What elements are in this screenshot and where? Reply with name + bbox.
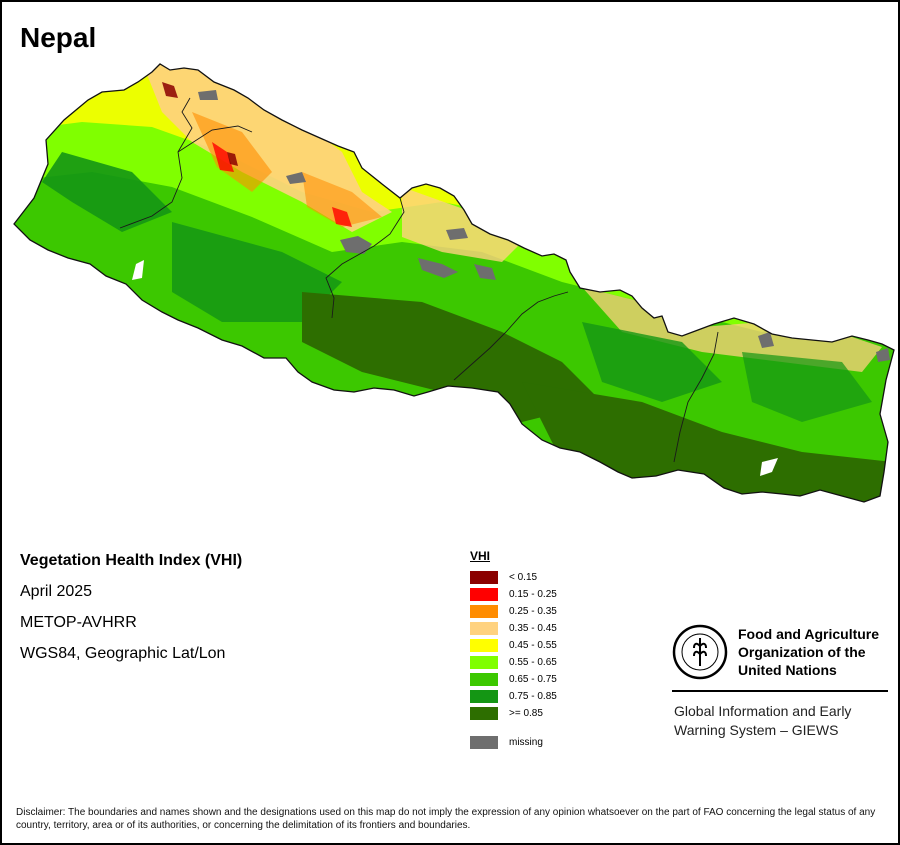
province-boundary-3 xyxy=(325,197,405,319)
water-patch-east xyxy=(760,458,778,476)
fao-branding: Food and Agriculture Organization of the… xyxy=(672,624,888,740)
missing-patch-5 xyxy=(198,90,218,100)
legend-label: 0.65 - 0.75 xyxy=(509,674,557,685)
vhi-severe-b xyxy=(332,207,352,227)
legend-label: 0.45 - 0.55 xyxy=(509,640,557,651)
vhi-stress-west-a xyxy=(192,112,272,192)
legend-item: < 0.15 xyxy=(470,569,557,586)
giews-line-1: Global Information and Early xyxy=(674,703,852,719)
vhi-extreme-b xyxy=(227,152,238,166)
fao-organization-name: Food and Agriculture Organization of the… xyxy=(738,625,879,679)
legend-label: < 0.15 xyxy=(509,572,538,583)
province-boundary-1 xyxy=(119,97,193,229)
fao-name-line-1: Food and Agriculture xyxy=(738,626,880,642)
missing-patch-1 xyxy=(340,236,372,254)
province-boundary-2 xyxy=(177,125,253,153)
map-info-block: Vegetation Health Index (VHI) April 2025… xyxy=(20,552,242,676)
vhi-legend: VHI < 0.15 0.15 - 0.25 0.25 - 0.35 0.35 … xyxy=(470,549,557,751)
sensor-label: METOP-AVHRR xyxy=(20,614,137,631)
legend-label: 0.75 - 0.85 xyxy=(509,691,557,702)
vhi-moist-east-b xyxy=(742,352,872,422)
vhi-stress-west-b xyxy=(302,172,382,227)
legend-item: 0.55 - 0.65 xyxy=(470,654,557,671)
missing-patch-4 xyxy=(446,228,468,240)
legend-swatch xyxy=(470,588,498,601)
missing-patch-7 xyxy=(876,348,890,362)
legend-label-missing: missing xyxy=(509,737,543,748)
fao-divider xyxy=(672,690,888,692)
legend-swatch xyxy=(470,707,498,720)
legend-swatch xyxy=(470,605,498,618)
nepal-vhi-map xyxy=(13,63,895,503)
legend-swatch-missing xyxy=(470,736,498,749)
water-patch-west xyxy=(132,260,144,280)
legend-label: 0.25 - 0.35 xyxy=(509,606,557,617)
legend-swatch xyxy=(470,656,498,669)
vhi-moist-east-a xyxy=(582,322,722,402)
legend-item: 0.75 - 0.85 xyxy=(470,688,557,705)
legend-swatch xyxy=(470,622,498,635)
legend-item: 0.45 - 0.55 xyxy=(470,637,557,654)
legend-label: 0.55 - 0.65 xyxy=(509,657,557,668)
legend-label: >= 0.85 xyxy=(509,708,543,719)
fao-name-line-3: United Nations xyxy=(738,662,837,678)
period-label: April 2025 xyxy=(20,583,93,600)
fao-name-line-2: Organization of the xyxy=(738,644,866,660)
vhi-raster xyxy=(14,64,894,502)
legend-label: 0.15 - 0.25 xyxy=(509,589,557,600)
index-heading: Vegetation Health Index (VHI) xyxy=(20,552,243,569)
vhi-moist-far-west xyxy=(42,152,172,232)
legend-item: 0.35 - 0.45 xyxy=(470,620,557,637)
vhi-dry-central xyxy=(402,187,522,262)
legend-item: 0.25 - 0.35 xyxy=(470,603,557,620)
legend-item: >= 0.85 xyxy=(470,705,557,722)
disclaimer-text: Disclaimer: The boundaries and names sho… xyxy=(16,807,876,831)
missing-patch-2 xyxy=(418,258,458,278)
missing-patch-8 xyxy=(286,172,306,184)
vhi-severe-a xyxy=(212,142,234,172)
fao-logo-icon xyxy=(672,624,728,680)
vhi-moist-west xyxy=(172,222,342,322)
map-title: Nepal xyxy=(20,22,97,53)
province-boundary-5 xyxy=(673,331,719,463)
legend-swatch xyxy=(470,639,498,652)
legend-swatch xyxy=(470,690,498,703)
vhi-extreme-a xyxy=(162,82,178,98)
legend-swatch xyxy=(470,571,498,584)
province-boundaries xyxy=(119,97,719,463)
legend-item: 0.15 - 0.25 xyxy=(470,586,557,603)
giews-program-name: Global Information and Early Warning Sys… xyxy=(674,702,888,740)
province-boundary-4 xyxy=(453,291,569,381)
legend-item-missing: missing xyxy=(470,734,557,751)
legend-item: 0.65 - 0.75 xyxy=(470,671,557,688)
missing-patch-6 xyxy=(758,332,774,348)
legend-swatch xyxy=(470,673,498,686)
giews-line-2: Warning System – GIEWS xyxy=(674,722,839,738)
legend-title: VHI xyxy=(470,549,491,563)
legend-label: 0.35 - 0.45 xyxy=(509,623,557,634)
projection-label: WGS84, Geographic Lat/Lon xyxy=(20,645,226,662)
missing-patch-3 xyxy=(474,264,496,280)
